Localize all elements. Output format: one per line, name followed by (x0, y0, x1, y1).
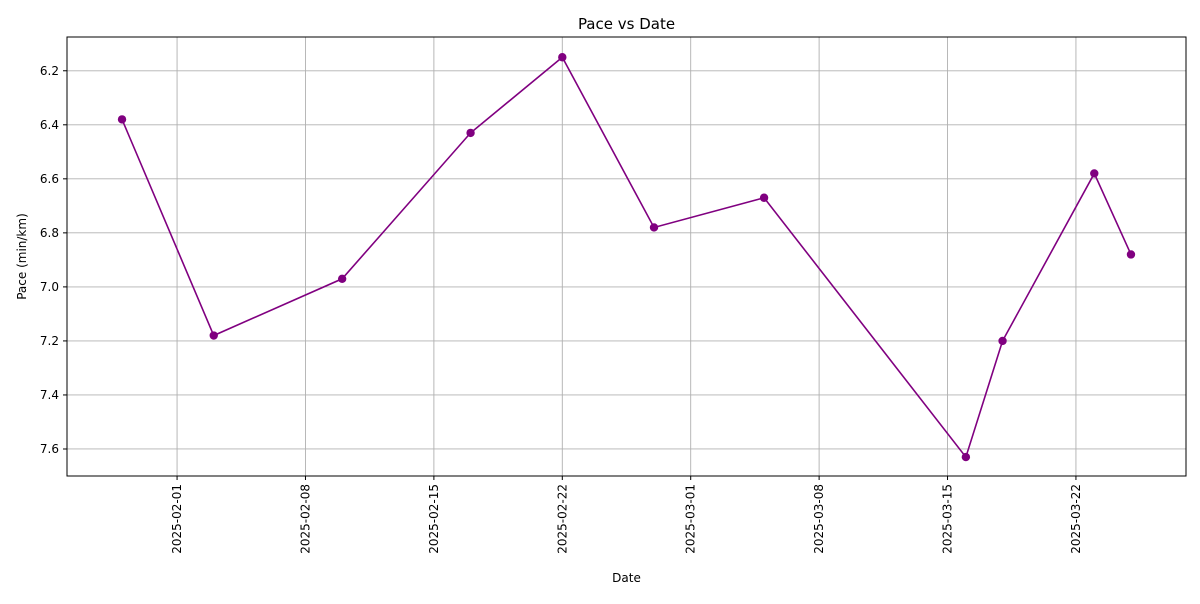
y-tick-label: 7.0 (40, 280, 59, 294)
data-point-marker (337, 274, 347, 283)
chart-title: Pace vs Date (578, 15, 675, 33)
y-tick-label: 7.6 (40, 442, 59, 456)
plot-area-frame (66, 36, 1187, 477)
x-tick-label: 2025-03-15 (941, 484, 955, 554)
data-point-marker (759, 193, 769, 202)
data-point-marker (558, 53, 567, 62)
series-line (121, 56, 1132, 459)
x-tick-label: 2025-02-01 (170, 484, 184, 554)
data-point-marker (117, 115, 127, 124)
y-tick-label: 7.4 (40, 388, 59, 402)
y-axis-label: Pace (min/km) (15, 213, 29, 300)
y-tick-label: 6.4 (40, 118, 59, 132)
y-tick-label: 6.6 (40, 172, 59, 186)
y-tick-label: 6.2 (40, 64, 59, 78)
data-point-marker (1126, 250, 1136, 259)
series-layer (117, 53, 1136, 462)
x-tick-label: 2025-03-08 (812, 484, 826, 554)
x-axis-label: Date (612, 571, 641, 585)
y-tick-label: 6.8 (40, 226, 59, 240)
x-tick-label: 2025-03-01 (684, 484, 698, 554)
axis-ticks: 2025-02-01 2025-02-08 2025-02-15 2025-02-22… (40, 64, 1083, 554)
grid-lines (67, 37, 1186, 476)
x-tick-label: 2025-02-22 (555, 484, 569, 554)
data-point-marker (1090, 169, 1099, 178)
data-point-marker (998, 336, 1007, 346)
data-point-marker (209, 331, 218, 340)
x-tick-label: 2025-02-08 (298, 484, 312, 554)
data-point-marker (961, 452, 971, 462)
data-point-marker (466, 128, 475, 138)
x-tick-label: 2025-02-15 (427, 484, 441, 554)
y-tick-label: 7.2 (40, 334, 59, 348)
data-point-marker (649, 223, 659, 232)
x-tick-label: 2025-03-22 (1069, 484, 1083, 554)
